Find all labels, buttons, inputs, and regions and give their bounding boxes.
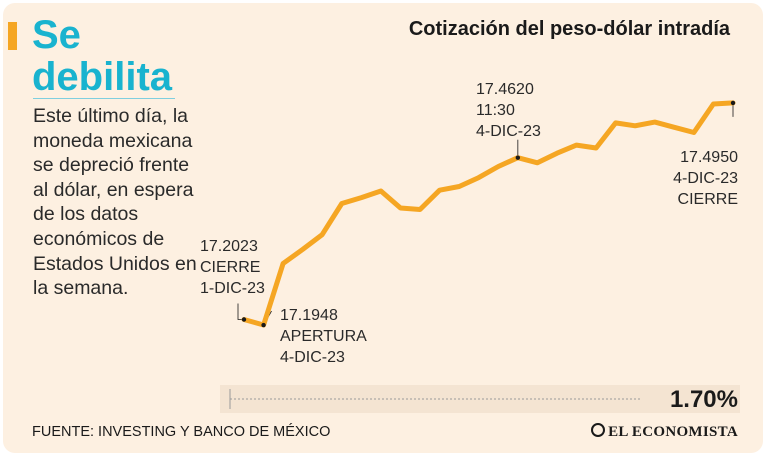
summary-track <box>229 389 640 409</box>
chart-title: Cotización del peso-dólar intradía <box>408 18 730 40</box>
infographic-card <box>3 3 763 453</box>
annotation-dot <box>515 155 521 160</box>
annotation-close: 17.4950 4-DIC-23 CIERRE <box>673 149 738 208</box>
annotation-dot <box>730 100 736 106</box>
headline-divider <box>33 98 175 99</box>
description-text: Este último día, la moneda mexicana se d… <box>33 105 197 300</box>
series-line <box>241 100 736 328</box>
annotation-points <box>241 100 736 328</box>
annotation-dot <box>261 322 266 328</box>
brand-name: EL ECONOMISTA <box>608 424 738 440</box>
brand-logo: EL ECONOMISTA <box>591 423 738 441</box>
annotation-open: 17.1948 APERTURA 4-DIC-23 <box>280 307 367 366</box>
accent-bar <box>8 22 17 50</box>
annotation-high: 17.4620 11:30 4-DIC-23 <box>476 81 541 140</box>
source-note: FUENTE: INVESTING Y BANCO DE MÉXICO <box>32 424 331 440</box>
annotation-dot <box>241 317 247 322</box>
annotation-leader-line <box>237 303 244 320</box>
summary-change-value: 1.70% <box>669 386 738 413</box>
annotation-prev-close: 17.2023 CIERRE 1-DIC-23 <box>200 238 265 297</box>
summary-band <box>220 385 740 413</box>
brand-mark-icon <box>591 423 606 437</box>
headline: Se debilita <box>32 13 173 99</box>
